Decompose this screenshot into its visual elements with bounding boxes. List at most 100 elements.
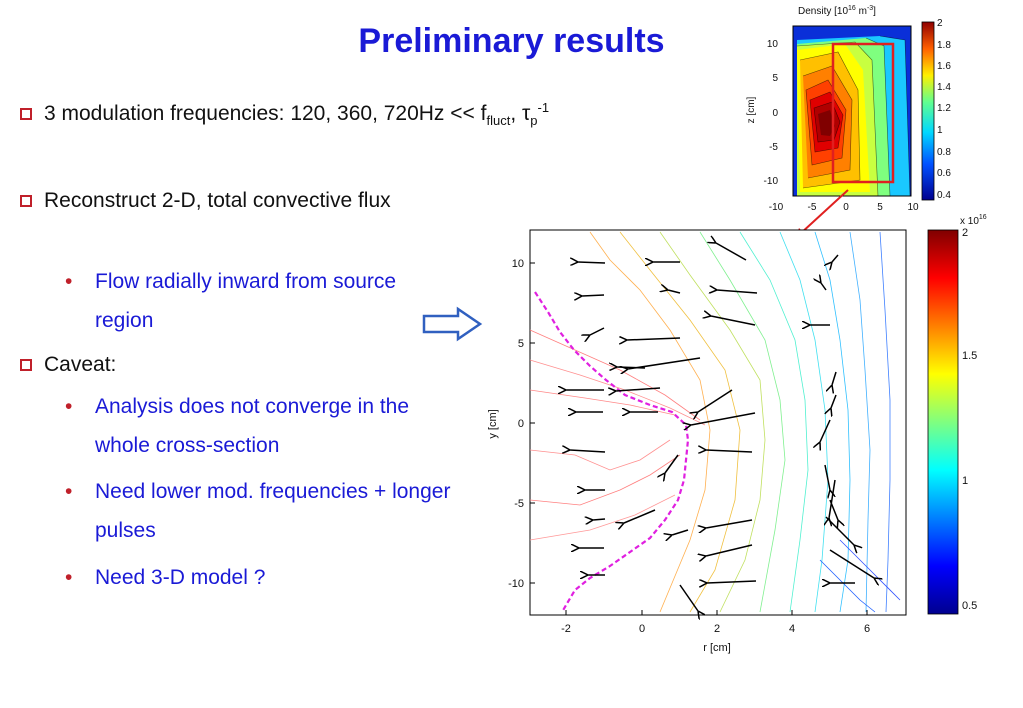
flux-vector-arrow <box>668 290 681 294</box>
flux-vector-arrow <box>831 394 837 408</box>
flux-vector-arrow <box>706 450 753 452</box>
bullet-1-sup: -1 <box>537 100 550 115</box>
flux-vector-arrow <box>706 544 753 556</box>
svg-text:2: 2 <box>714 623 720 635</box>
flux-vector-arrow <box>672 529 689 535</box>
svg-text:4: 4 <box>789 623 795 635</box>
dot-bullet-icon: • <box>65 270 73 293</box>
svg-text:1.4: 1.4 <box>937 82 951 93</box>
bullet-1-sub2: p <box>530 113 538 129</box>
svg-text:1: 1 <box>937 125 943 136</box>
main-xticks: -2 0 2 4 6 <box>561 623 870 635</box>
flux-vector-arrow <box>627 338 681 340</box>
svg-text:1.6: 1.6 <box>937 61 951 72</box>
flux-vector-arrow <box>824 464 830 490</box>
flux-vector-arrow <box>590 327 605 335</box>
pointer-line <box>799 189 849 235</box>
bullet-1: 3 modulation frequencies: 120, 360, 720H… <box>20 89 720 139</box>
bullet-2: Reconstruct 2-D, total convective flux <box>20 182 460 219</box>
bullet-1-sub: fluct <box>486 113 511 129</box>
flux-vector-arrow <box>832 254 839 262</box>
flux-vector-arrow <box>691 412 756 425</box>
svg-text:0.6: 0.6 <box>937 168 951 179</box>
sub-bullet-1: • Flow radially inward from source region <box>65 262 415 340</box>
flux-contours <box>529 231 901 613</box>
svg-text:1.5: 1.5 <box>962 350 977 362</box>
flux-vector-arrow <box>707 581 757 583</box>
inset-ytick: -5 <box>769 142 778 153</box>
flux-vector-arrow <box>829 479 836 518</box>
inset-xtick: 0 <box>843 202 849 213</box>
inset-density-plot: Density [1016 m-3] <box>746 5 951 213</box>
bullet-1-text: 3 modulation frequencies: 120, 360, 720H… <box>44 102 487 125</box>
svg-text:6: 6 <box>864 623 870 635</box>
svg-text:0.5: 0.5 <box>962 600 977 612</box>
bullet-2-text: Reconstruct 2-D, total convective flux <box>44 189 391 212</box>
flux-vector-arrow <box>624 509 656 523</box>
inset-ytick: 5 <box>772 73 778 84</box>
flux-vector-arrow <box>832 371 837 385</box>
flux-vector-arrow <box>582 295 605 296</box>
inset-colorbar <box>921 21 935 201</box>
flux-vector-arrow <box>679 584 698 611</box>
bullet-3: Caveat: <box>20 346 116 383</box>
svg-text:-5: -5 <box>514 498 524 510</box>
inset-ytick: 10 <box>767 39 779 50</box>
dot-bullet-icon: • <box>65 395 73 418</box>
svg-text:0.8: 0.8 <box>937 147 951 158</box>
sub-bullet-1-text: Flow radially inward from source region <box>95 270 397 332</box>
dot-bullet-icon: • <box>65 480 73 503</box>
flux-vector-arrow <box>698 389 733 412</box>
flux-vector-arrow <box>578 262 606 263</box>
flux-vector-arrow <box>820 419 831 442</box>
block-arrow-icon <box>422 306 483 342</box>
svg-text:0.4: 0.4 <box>937 190 951 201</box>
main-axes-ticks <box>530 262 868 615</box>
flux-vector-arrow <box>829 549 874 578</box>
flux-vector-arrow <box>706 519 753 528</box>
flux-vector-arrow <box>593 519 606 520</box>
sub-bullet-4: • Need 3-D model ? <box>65 558 455 597</box>
separatrix-line <box>534 291 690 613</box>
inset-ytick: -10 <box>764 176 779 187</box>
svg-text:10: 10 <box>512 258 524 270</box>
checkbox-bullet-icon <box>20 359 32 371</box>
svg-text:1.8: 1.8 <box>937 40 951 51</box>
inset-ylabel: z [cm] <box>746 96 757 123</box>
inset-ytick: 0 <box>772 108 778 119</box>
main-ylabel: y [cm] <box>487 409 499 438</box>
flux-vector-arrow <box>570 450 606 452</box>
main-colorbar <box>927 229 959 615</box>
bullet-3-text: Caveat: <box>44 353 117 376</box>
flux-vector-arrow <box>665 454 679 473</box>
sub-bullet-3-text: Need lower mod. frequencies + longer pul… <box>95 480 451 542</box>
inset-xtick: -5 <box>808 202 817 213</box>
flux-vector-arrow <box>616 388 661 391</box>
flux-vector-arrow <box>717 290 758 293</box>
main-xlabel: r [cm] <box>703 642 731 654</box>
inset-title: Density [1016 m-3] <box>798 5 876 17</box>
svg-text:1: 1 <box>962 475 968 487</box>
inset-colorbar-ticks: 2 1.8 1.6 1.4 1.2 1 0.8 0.6 0.4 <box>937 18 951 201</box>
svg-text:1.2: 1.2 <box>937 103 951 114</box>
inset-xtick: -10 <box>769 202 784 213</box>
main-yticks: 10 5 0 -5 -10 <box>508 258 524 590</box>
svg-text:-2: -2 <box>561 623 571 635</box>
flux-vector-arrow <box>821 283 827 291</box>
flux-vector-arrow <box>628 357 701 369</box>
svg-text:0: 0 <box>518 418 524 430</box>
sub-bullet-2-text: Analysis does not converge in the whole … <box>95 395 410 457</box>
flux-vector-arrow <box>825 516 854 545</box>
svg-text:2: 2 <box>937 18 943 29</box>
bullet-1-tau: , τ <box>510 102 531 125</box>
inset-xtick: 10 <box>907 202 919 213</box>
flux-vector-arrow <box>711 316 756 326</box>
slide-title: Preliminary results <box>358 22 665 60</box>
checkbox-bullet-icon <box>20 195 32 207</box>
sub-bullet-2: • Analysis does not converge in the whole… <box>65 387 455 465</box>
svg-text:5: 5 <box>518 338 524 350</box>
inset-contours <box>793 26 911 196</box>
main-colorbar-ticks: 2 1.5 1 0.5 <box>962 227 977 612</box>
svg-text:2: 2 <box>962 227 968 239</box>
